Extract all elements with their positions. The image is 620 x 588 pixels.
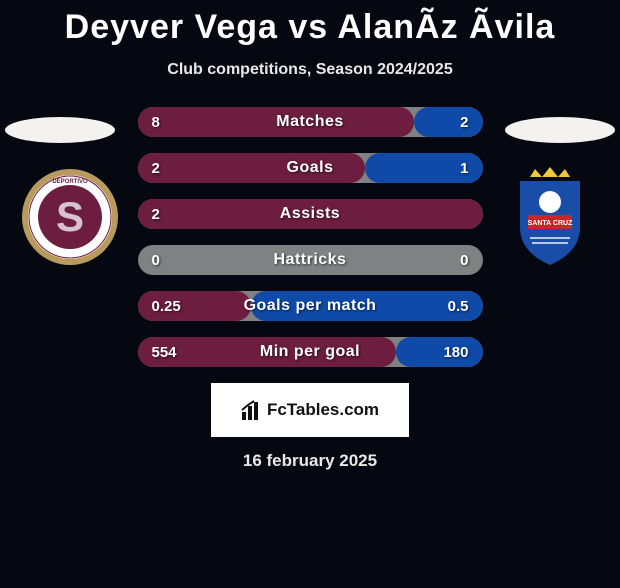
comparison-area: S DEPORTIVO SANTA CRUZ 8Matches22Goals12… (0, 107, 620, 471)
page-title: Deyver Vega vs AlanÃ­z Ãvila (0, 8, 620, 47)
stat-value-player1: 8 (152, 114, 160, 131)
subtitle: Club competitions, Season 2024/2025 (0, 61, 620, 79)
stat-value-player2: 180 (443, 344, 468, 361)
stat-value-player1: 2 (152, 206, 160, 223)
stat-fill-player2 (396, 337, 482, 367)
stat-value-player1: 2 (152, 160, 160, 177)
stat-label: Goals (287, 159, 334, 177)
stat-row: 2 Goals 1 (138, 153, 483, 183)
stat-value-player2: 1 (460, 160, 468, 177)
player1-ellipse (5, 117, 115, 143)
stat-label: Goals per match (244, 297, 377, 315)
stat-label: Min per goal (260, 343, 360, 361)
player1-club-badge: S DEPORTIVO (20, 167, 120, 267)
player2-club-badge: SANTA CRUZ (500, 167, 600, 267)
stat-fill-player2 (414, 107, 483, 137)
brand-bars-icon (241, 400, 263, 420)
stat-row: 0.25 Goals per match 0.5 (138, 291, 483, 321)
svg-text:S: S (56, 193, 84, 240)
stat-value-player2: 2 (460, 114, 468, 131)
svg-text:DEPORTIVO: DEPORTIVO (52, 179, 88, 185)
stat-value-player2: 0 (460, 252, 468, 269)
stat-value-player1: 554 (152, 344, 177, 361)
saprissa-badge-icon: S DEPORTIVO (20, 167, 120, 267)
stat-value-player1: 0.25 (152, 298, 181, 315)
stat-row: 554 Min per goal 180 (138, 337, 483, 367)
blooming-badge-icon: SANTA CRUZ (500, 167, 600, 267)
stat-value-player1: 0 (152, 252, 160, 269)
stat-row: 8 Matches 2 (138, 107, 483, 137)
stat-label: Matches (276, 113, 344, 131)
svg-text:SANTA CRUZ: SANTA CRUZ (528, 220, 573, 227)
brand-label: FcTables.com (267, 400, 379, 420)
player2-ellipse (505, 117, 615, 143)
stat-value-player2: 0.5 (448, 298, 469, 315)
date-label: 16 february 2025 (0, 451, 620, 471)
stat-row: 2 Assists (138, 199, 483, 229)
stat-row: 0 Hattricks 0 (138, 245, 483, 275)
stat-label: Assists (280, 205, 340, 223)
stats-list: 8 Matches 2 2 Goals 1 2 Assists 0 Hattricks 0 0.25 G… (138, 107, 483, 367)
stat-label: Hattricks (274, 251, 347, 269)
brand-box[interactable]: FcTables.com (211, 383, 409, 437)
